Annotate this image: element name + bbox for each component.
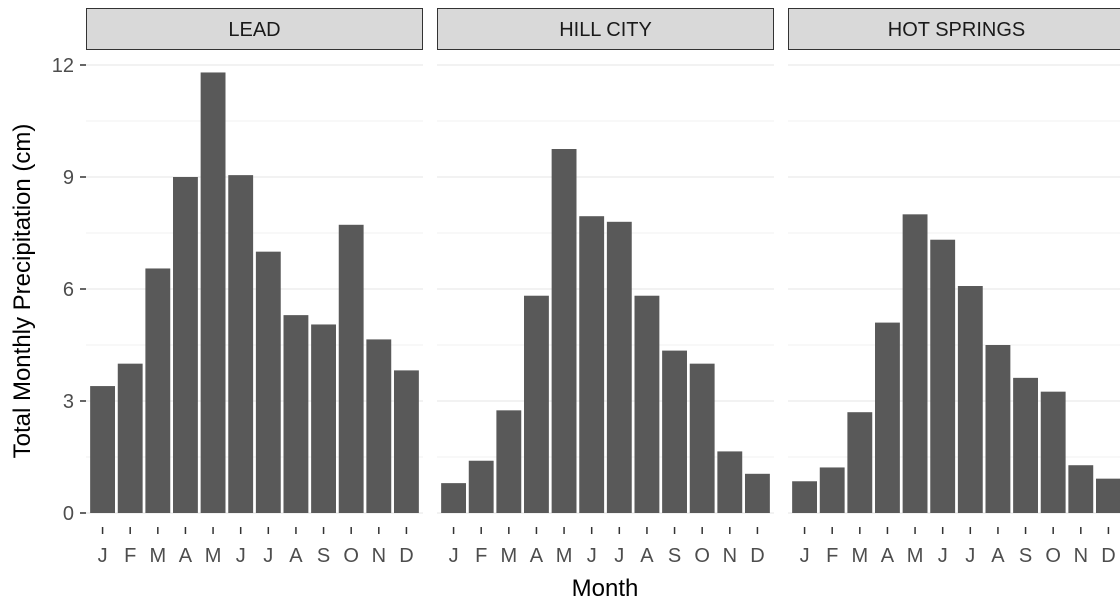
- bar-hot-springs-0: [792, 481, 818, 513]
- x-tick-label: J: [800, 545, 810, 567]
- x-tick-label: J: [263, 545, 273, 567]
- bar-lead-7: [283, 315, 309, 513]
- bar-hill-city-7: [634, 295, 660, 513]
- facet-strip-label: HOT SPRINGS: [888, 19, 1025, 41]
- x-tick-label: M: [851, 545, 868, 567]
- bar-hill-city-5: [579, 216, 605, 513]
- bar-lead-4: [200, 72, 226, 513]
- bar-hill-city-6: [606, 221, 632, 514]
- bar-lead-1: [117, 363, 143, 513]
- y-axis-title: Total Monthly Precipitation (cm): [9, 124, 36, 459]
- bar-hill-city-10: [717, 451, 743, 513]
- x-tick-label: M: [556, 545, 573, 567]
- x-tick-label: A: [991, 545, 1005, 567]
- x-tick-label: S: [1019, 545, 1032, 567]
- bar-hot-springs-8: [1013, 377, 1038, 513]
- bar-hot-springs-5: [930, 239, 956, 513]
- bar-hill-city-8: [662, 350, 687, 513]
- x-tick-label: J: [236, 545, 246, 567]
- bar-hill-city-0: [441, 483, 467, 513]
- x-tick-label: O: [694, 545, 710, 567]
- x-tick-label: S: [317, 545, 330, 567]
- facet-strip-label: HILL CITY: [559, 19, 652, 41]
- bar-lead-3: [173, 177, 198, 513]
- y-tick-label: 0: [63, 503, 74, 525]
- x-tick-label: M: [205, 545, 222, 567]
- x-tick-label: A: [640, 545, 654, 567]
- x-tick-label: J: [938, 545, 948, 567]
- x-tick-label: M: [500, 545, 517, 567]
- bar-hot-springs-9: [1040, 391, 1066, 513]
- x-tick-label: J: [965, 545, 975, 567]
- y-tick-label: 3: [63, 391, 74, 413]
- x-tick-label: A: [881, 545, 895, 567]
- bar-hot-springs-1: [819, 467, 845, 513]
- x-tick-label: O: [343, 545, 359, 567]
- x-tick-label: J: [98, 545, 108, 567]
- x-tick-label: D: [750, 545, 764, 567]
- bar-hot-springs-3: [875, 322, 900, 513]
- bar-hill-city-9: [689, 363, 715, 513]
- bar-lead-11: [393, 370, 419, 513]
- y-tick-label: 12: [52, 55, 74, 77]
- bars-layer: [90, 72, 1120, 514]
- x-tick-label: A: [179, 545, 193, 567]
- bar-hot-springs-2: [847, 412, 873, 513]
- bar-lead-6: [255, 251, 281, 513]
- x-tick-label: N: [372, 545, 386, 567]
- bar-hot-springs-11: [1095, 478, 1120, 513]
- bar-hot-springs-10: [1068, 465, 1094, 513]
- x-tick-label: N: [1074, 545, 1088, 567]
- x-tick-label: J: [614, 545, 624, 567]
- x-tick-label: M: [149, 545, 166, 567]
- bar-hill-city-2: [496, 410, 522, 513]
- bar-hot-springs-7: [985, 345, 1011, 513]
- bar-lead-8: [311, 324, 336, 513]
- bar-lead-9: [338, 224, 364, 513]
- x-axis-title: Month: [572, 575, 639, 602]
- x-tick-label: F: [826, 545, 838, 567]
- axes-layer: J F M A M J J A S O N D J F M A M J J A S O N D J F M A M J J A S O N D0369…: [52, 55, 1116, 567]
- x-tick-label: A: [289, 545, 303, 567]
- facet-strip-bg: [788, 8, 1120, 50]
- bar-lead-5: [228, 175, 254, 513]
- x-tick-label: D: [399, 545, 413, 567]
- facet-strip-bg: [86, 8, 423, 50]
- x-tick-label: A: [530, 545, 544, 567]
- bar-hill-city-3: [524, 295, 549, 513]
- bar-hill-city-4: [551, 149, 577, 513]
- bar-lead-0: [90, 386, 116, 513]
- facet-strip-label: LEAD: [228, 19, 280, 41]
- x-tick-label: M: [907, 545, 924, 567]
- bar-hill-city-1: [468, 460, 494, 513]
- bar-hill-city-11: [744, 473, 770, 513]
- x-tick-label: J: [449, 545, 459, 567]
- bar-lead-2: [145, 268, 171, 513]
- y-tick-label: 6: [63, 279, 74, 301]
- bar-hot-springs-4: [902, 214, 928, 514]
- facet-strips: LEAD HILL CITY HOT SPRINGS: [86, 8, 1120, 50]
- bar-lead-10: [366, 339, 392, 513]
- y-tick-label: 9: [63, 167, 74, 189]
- x-tick-label: D: [1101, 545, 1115, 567]
- bar-hot-springs-6: [957, 286, 983, 513]
- x-tick-label: N: [723, 545, 737, 567]
- x-tick-label: F: [124, 545, 136, 567]
- x-tick-label: S: [668, 545, 681, 567]
- x-tick-label: J: [587, 545, 597, 567]
- facet-strip-bg: [437, 8, 774, 50]
- x-tick-label: F: [475, 545, 487, 567]
- x-tick-label: O: [1045, 545, 1061, 567]
